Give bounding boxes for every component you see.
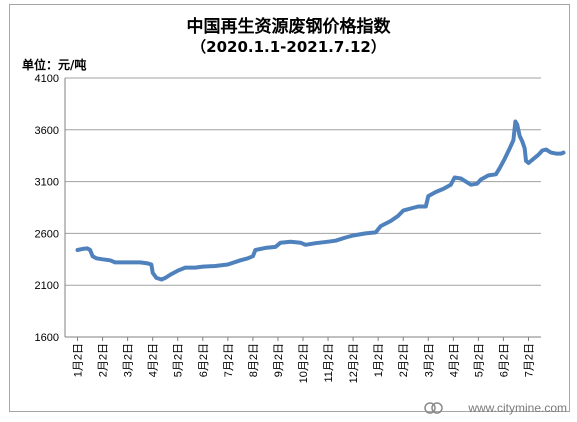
series-line [75,119,566,282]
watermark-text: www.citymine.com [468,401,567,415]
chart-frame [9,4,570,412]
x-tick-label: 1月2日 [373,343,385,377]
x-tick-label: 11月2日 [323,343,335,383]
watermark-logo-icon [424,402,443,414]
chart-subtitle: （2020.1.1-2021.7.12） [191,38,386,56]
unit-label: 单位：元/吨 [22,58,87,72]
x-tick-label: 6月2日 [498,343,510,377]
y-tick-label: 2600 [35,228,59,240]
x-tick-label: 12月2日 [348,343,360,383]
chart-title: 中国再生资源废钢价格指数 [186,17,391,37]
x-tick-label: 9月2日 [273,343,285,377]
x-tick-label: 5月2日 [473,343,485,377]
x-tick-label: 7月2日 [223,343,235,377]
x-tick-label: 4月2日 [448,343,460,377]
x-tick-label: 8月2日 [248,343,260,377]
x-tick-label: 6月2日 [198,343,210,377]
x-tick-label: 5月2日 [173,343,185,377]
y-tick-label: 4100 [35,73,59,85]
y-tick-label: 3600 [35,125,59,137]
x-tick-label: 1月2日 [73,343,85,377]
x-tick-label: 10月2日 [298,343,310,383]
x-tick-label: 7月2日 [523,343,535,377]
x-tick-label: 2月2日 [398,343,410,377]
x-tick-label: 4月2日 [148,343,160,377]
y-tick-label: 2100 [35,280,59,292]
y-tick-label: 1600 [35,332,59,344]
y-tick-label: 3100 [35,177,59,189]
x-tick-label: 2月2日 [98,343,110,377]
x-tick-label: 3月2日 [123,343,135,377]
x-tick-label: 3月2日 [423,343,435,377]
